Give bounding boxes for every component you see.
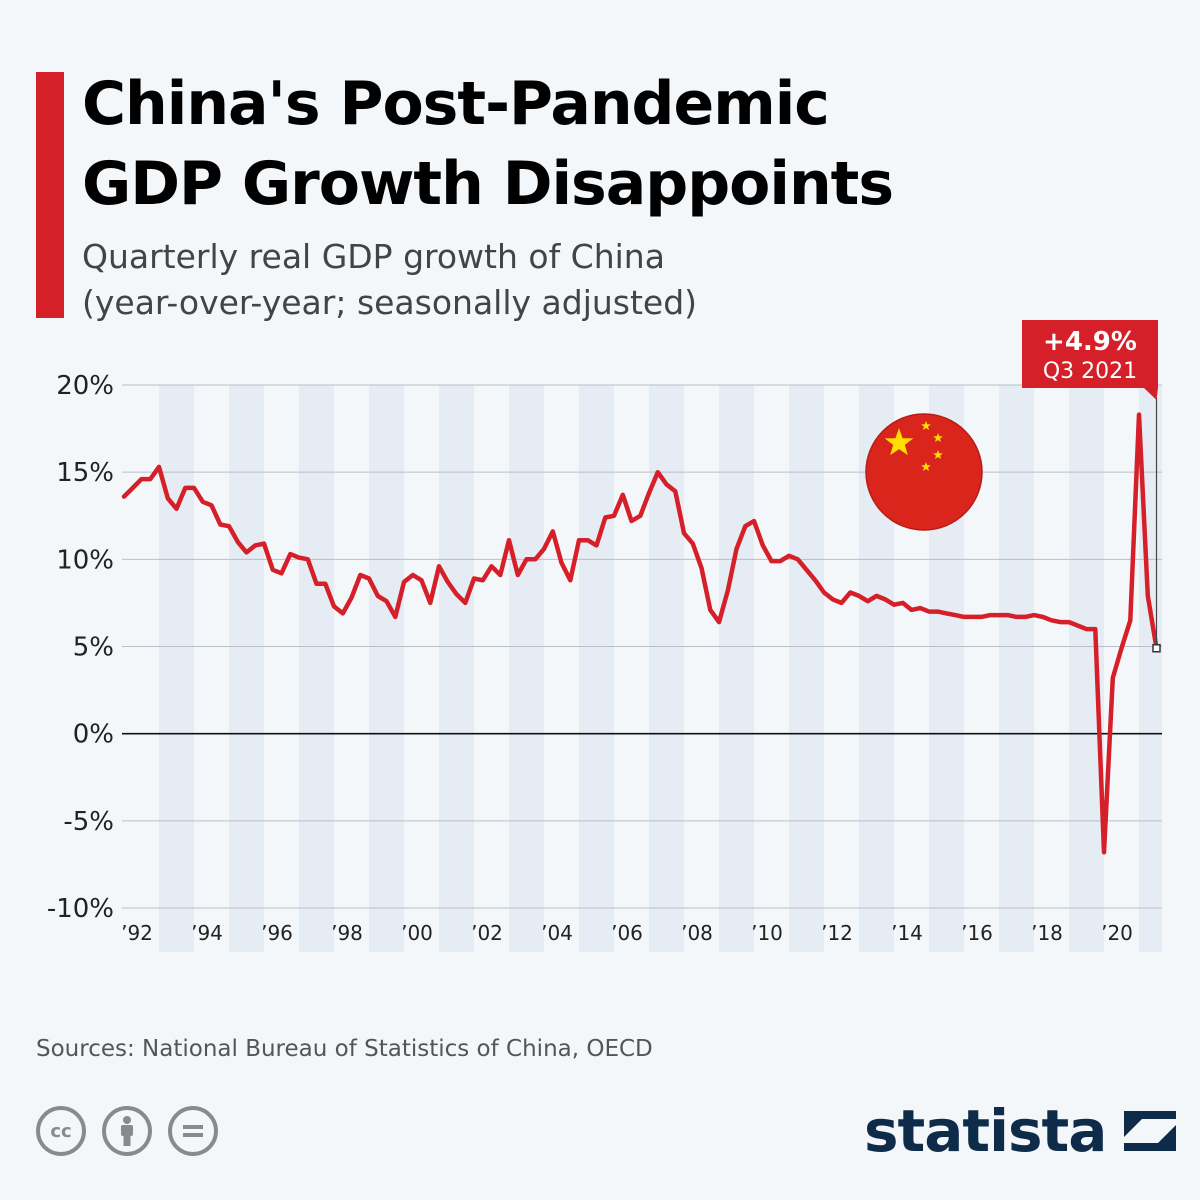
license-icons: cc (36, 1106, 218, 1156)
source-note: Sources: National Bureau of Statistics o… (36, 1036, 653, 1062)
x-tick-label: ’02 (471, 921, 503, 945)
cc-text: cc (50, 1120, 72, 1142)
x-tick-label: ’94 (191, 921, 223, 945)
x-tick-label: ’08 (681, 921, 713, 945)
accent-bar (36, 72, 64, 318)
subtitle-line-1: Quarterly real GDP growth of China (82, 237, 665, 276)
x-tick-label: ’92 (121, 921, 153, 945)
y-axis-labels: 20% 15% 10% 5% 0% -5% -10% (47, 371, 114, 924)
year-band (229, 385, 264, 952)
grid-lines (122, 384, 1162, 909)
year-band (299, 385, 334, 952)
x-tick-label: ’18 (1031, 921, 1063, 945)
x-tick-label: ’20 (1101, 921, 1133, 945)
y-tick-label: 15% (56, 458, 114, 488)
x-tick-label: ’00 (401, 921, 433, 945)
attribution-icon (102, 1106, 152, 1156)
gdp-line-chart: 20%15%10%5%0%-5%-10% ’92’94’96’98’00’02’… (47, 320, 1162, 952)
creative-commons-icon: cc (36, 1106, 86, 1156)
year-band (369, 385, 404, 952)
last-point-marker (1152, 643, 1161, 653)
chart-title: China's Post-Pandemic GDP Growth Disappo… (82, 64, 1162, 224)
last-value-callout: +4.9% Q3 2021 (1022, 320, 1161, 653)
x-tick-label: ’96 (261, 921, 293, 945)
year-band (719, 385, 754, 952)
x-tick-label: ’98 (331, 921, 363, 945)
logo-text: statista (864, 1097, 1107, 1165)
year-band (159, 385, 194, 952)
chart-subtitle: Quarterly real GDP growth of China (year… (82, 234, 1162, 326)
callout-box (1022, 320, 1158, 400)
small-star-icon (933, 433, 943, 442)
year-band (789, 385, 824, 952)
y-tick-label: 5% (73, 633, 114, 663)
large-star-icon (884, 428, 914, 456)
china-flag-icon (865, 413, 983, 531)
title-line-1: China's Post-Pandemic (82, 69, 830, 139)
small-star-icon (933, 450, 943, 459)
year-band (999, 385, 1034, 952)
title-line-2: GDP Growth Disappoints (82, 149, 894, 219)
small-star-icon (921, 462, 931, 471)
y-tick-label: -10% (47, 894, 114, 924)
statista-logo-icon (1124, 1111, 1177, 1151)
y-tick-label: 20% (56, 371, 114, 401)
y-tick-label: -5% (63, 807, 114, 837)
y-tick-label: 10% (56, 545, 114, 575)
year-band (509, 385, 544, 952)
x-tick-label: ’06 (611, 921, 643, 945)
subtitle-line-2: (year-over-year; seasonally adjusted) (82, 283, 698, 322)
year-band (579, 385, 614, 952)
x-tick-label: ’04 (541, 921, 573, 945)
x-tick-label: ’16 (961, 921, 993, 945)
y-tick-label: 0% (73, 720, 114, 750)
x-axis-labels: ’92 ’94 ’96 ’98 ’00 ’02 ’04 ’06 ’08 ’10 ’12 ’14 ’16 ’… (121, 921, 1133, 945)
x-tick-label: ’14 (891, 921, 923, 945)
x-tick-label: ’10 (751, 921, 783, 945)
x-tick-label: ’12 (821, 921, 853, 945)
no-derivatives-icon (168, 1106, 218, 1156)
statista-logo: statista (864, 1096, 1180, 1166)
callout-value: +4.9% (1043, 327, 1137, 357)
small-star-icon (921, 421, 931, 430)
gdp-growth-line (121, 412, 1159, 855)
year-bands (159, 385, 1162, 952)
callout-period: Q3 2021 (1043, 359, 1137, 384)
year-band (649, 385, 684, 952)
year-band (439, 385, 474, 952)
